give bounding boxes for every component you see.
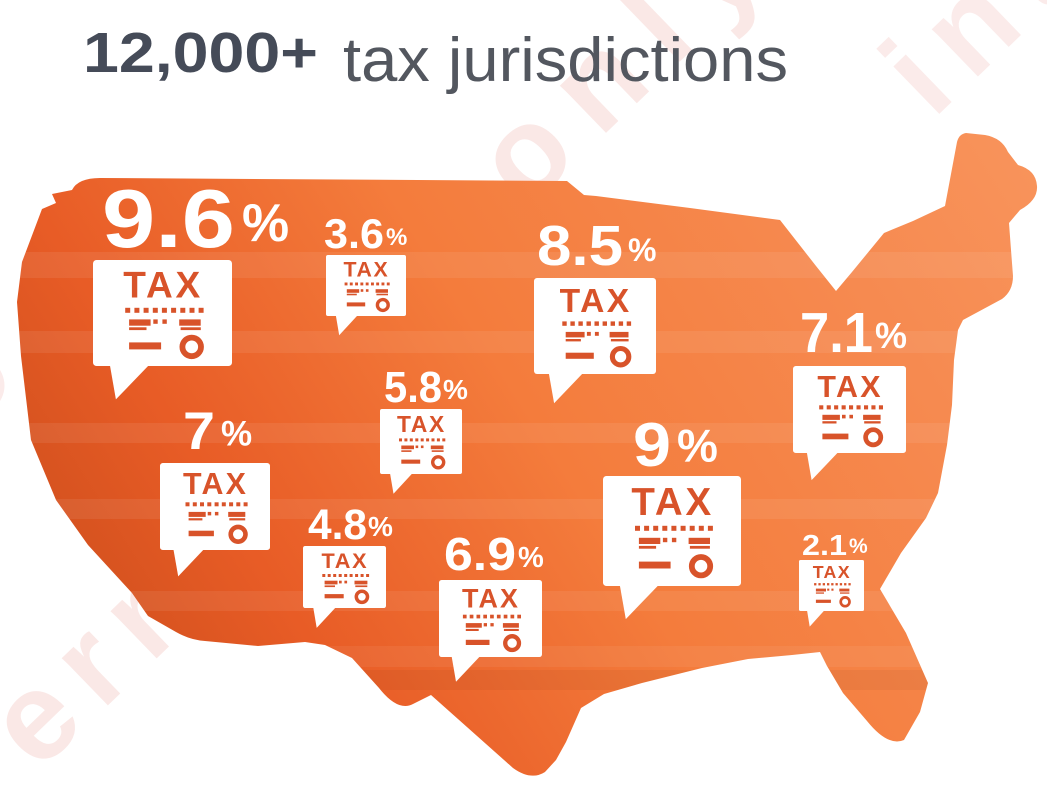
svg-text:%: % xyxy=(849,535,868,558)
svg-text:%: % xyxy=(242,194,289,253)
svg-text:%: % xyxy=(677,420,718,472)
svg-text:TAX: TAX xyxy=(123,264,203,306)
svg-text:9.6: 9.6 xyxy=(102,172,235,265)
svg-text:7: 7 xyxy=(183,402,215,461)
svg-text:%: % xyxy=(443,374,468,405)
svg-text:4.8: 4.8 xyxy=(308,501,367,549)
svg-text:%: % xyxy=(875,315,907,356)
svg-text:7.1: 7.1 xyxy=(800,301,873,365)
svg-text:%: % xyxy=(386,224,407,251)
svg-text:TAX: TAX xyxy=(343,258,389,282)
svg-text:%: % xyxy=(518,542,544,574)
svg-text:TAX: TAX xyxy=(631,481,714,524)
svg-text:TAX: TAX xyxy=(397,411,446,437)
svg-text:%: % xyxy=(221,414,252,453)
svg-text:TAX: TAX xyxy=(560,283,632,320)
svg-text:%: % xyxy=(628,232,656,268)
svg-text:TAX: TAX xyxy=(817,370,882,404)
svg-text:5.8: 5.8 xyxy=(384,363,442,412)
svg-text:TAX: TAX xyxy=(321,548,368,573)
svg-text:8.5: 8.5 xyxy=(537,214,623,278)
svg-text:tax jurisdictions: tax jurisdictions xyxy=(343,26,788,95)
svg-text:9: 9 xyxy=(633,411,671,480)
svg-text:3.6: 3.6 xyxy=(324,210,384,257)
svg-text:TAX: TAX xyxy=(183,467,248,501)
svg-text:%: % xyxy=(368,511,393,542)
svg-text:TAX: TAX xyxy=(813,562,851,582)
svg-text:2.1: 2.1 xyxy=(802,530,847,562)
svg-text:12,000+: 12,000+ xyxy=(83,21,318,85)
svg-text:TAX: TAX xyxy=(462,583,520,613)
svg-text:6.9: 6.9 xyxy=(444,528,516,580)
